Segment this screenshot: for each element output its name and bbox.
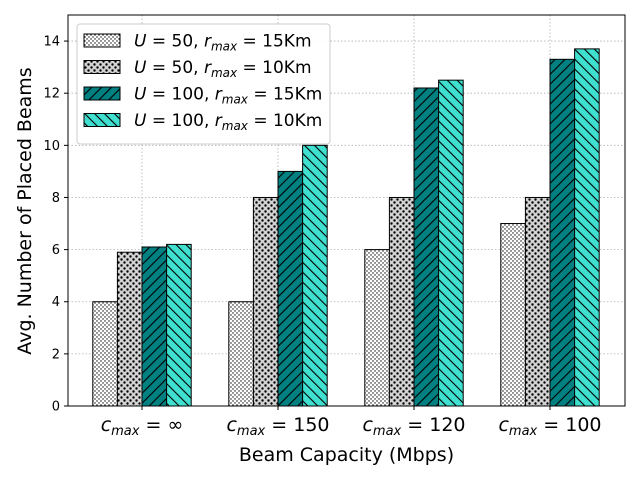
x-tick-label: cmax = 120 [362, 414, 465, 439]
legend-swatch-2 [83, 86, 121, 101]
x-axis-label: Beam Capacity (Mbps) [239, 444, 454, 466]
bars [92, 48, 600, 407]
legend: U = 50, rmax = 15Km U = 50, rmax = 10Km U … [76, 23, 331, 145]
y-axis-label: Avg. Number of Placed Beams [14, 67, 36, 354]
bar-3-3 [574, 48, 600, 407]
y-tick-label: 0 [52, 400, 60, 415]
y-tick-label: 2 [52, 347, 60, 362]
y-tick-label: 12 [43, 87, 60, 102]
x-tick-label: cmax = 150 [226, 414, 329, 439]
y-tick-label: 4 [52, 295, 60, 310]
bar-2-1 [277, 170, 304, 407]
bar-0-3 [500, 223, 526, 407]
legend-swatch-0 [83, 33, 121, 48]
y-tick-label: 6 [52, 243, 60, 258]
bar-2-2 [413, 87, 440, 407]
bar-2-0 [141, 246, 168, 407]
bar-1-0 [116, 251, 143, 407]
bar-3-0 [166, 243, 192, 407]
legend-label-2: U = 100, rmax = 15Km [134, 85, 322, 107]
bar-3-1 [302, 144, 328, 407]
y-tick-label: 8 [52, 191, 60, 206]
bar-1-3 [524, 196, 551, 407]
x-category-labels: cmax = ∞ cmax = 150 cmax = 120 cmax = 100 [101, 406, 602, 439]
legend-label-3: U = 100, rmax = 10Km [134, 111, 322, 133]
bar-0-1 [228, 301, 254, 407]
legend-box [76, 23, 331, 145]
y-tick-label: 14 [43, 35, 60, 50]
y-tick-label: 10 [43, 139, 60, 154]
axes [67, 14, 626, 407]
bar-1-1 [252, 196, 279, 407]
legend-swatch-3 [83, 113, 121, 127]
bar-1-2 [388, 196, 415, 407]
x-tick-label: cmax = ∞ [101, 414, 184, 439]
bar-3-2 [438, 79, 464, 407]
plot-frame [67, 14, 626, 407]
legend-swatch-1 [83, 60, 121, 74]
y-ticks: 0 2 4 6 8 10 12 14 [43, 35, 68, 415]
x-tick-label: cmax = 100 [498, 414, 601, 439]
bar-0-2 [364, 249, 390, 407]
legend-label-1: U = 50, rmax = 10Km [134, 58, 312, 80]
legend-label-0: U = 50, rmax = 15Km [134, 32, 312, 54]
bar-0-0 [92, 301, 118, 407]
bar-2-3 [549, 58, 576, 407]
